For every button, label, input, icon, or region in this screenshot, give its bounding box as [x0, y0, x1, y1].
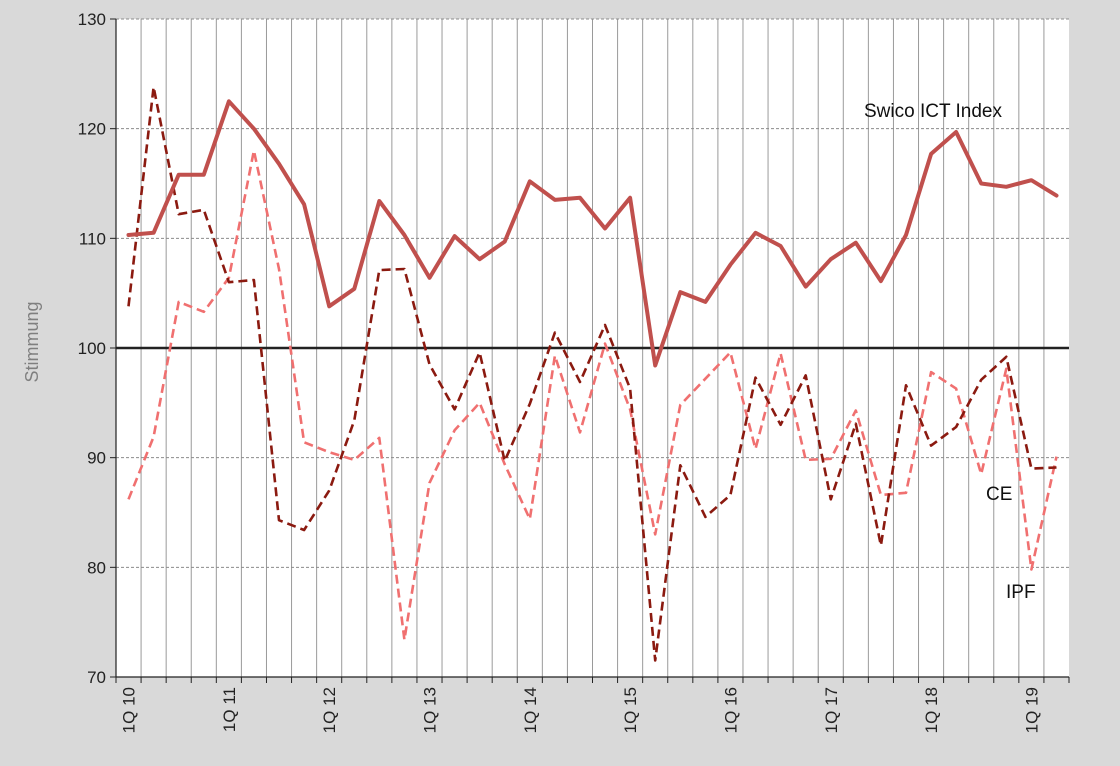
x-tick-label: 1Q 11 [220, 687, 239, 732]
y-tick-label: 90 [87, 449, 106, 468]
annotation-swico-ict-index: Swico ICT Index [864, 101, 1002, 122]
series-line-swico-ict-index [126, 99, 1059, 368]
y-tick-label: 70 [87, 668, 106, 687]
y-tick-label: 80 [87, 558, 106, 577]
x-tick-label: 1Q 12 [320, 687, 339, 733]
annotation-ipf: IPF [1006, 582, 1036, 603]
y-tick-label: 100 [78, 339, 106, 358]
annotation-ce: CE [986, 484, 1012, 505]
series-line-ce [127, 85, 1057, 662]
x-tick-label: 1Q 17 [822, 687, 841, 733]
x-tick-label: 1Q 10 [120, 687, 139, 733]
x-tick-label: 1Q 14 [521, 687, 540, 733]
series-line-ipf [127, 149, 1058, 642]
x-tick-label: 1Q 16 [721, 687, 740, 733]
y-tick-label: 120 [78, 120, 106, 139]
x-tick-label: 1Q 13 [421, 687, 440, 733]
x-tick-label: 1Q 19 [1022, 687, 1041, 733]
y-axis-label: Stimmung [22, 301, 42, 382]
x-tick-label: 1Q 18 [922, 687, 941, 733]
y-tick-label: 110 [79, 229, 106, 248]
y-tick-label: 130 [78, 10, 106, 29]
x-tick-label: 1Q 15 [621, 687, 640, 733]
